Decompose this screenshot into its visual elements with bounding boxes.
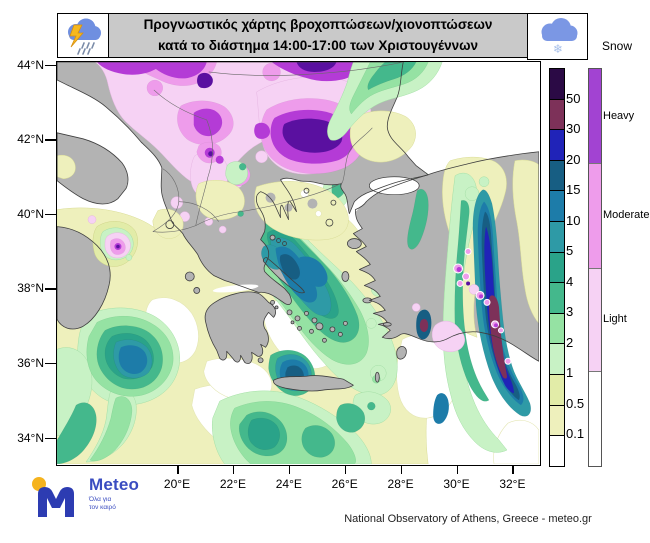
snow-cloud-icon: ❄ <box>527 13 588 60</box>
rain-colorbar-segment <box>550 252 564 284</box>
latitude-tick <box>45 213 56 216</box>
snow-colorbar-segment <box>589 164 601 269</box>
snowflake-glyph: ❄ <box>552 42 562 56</box>
rain-colorbar-segment <box>550 69 564 100</box>
longitude-tick <box>177 466 179 474</box>
map-title: Προγνωστικός χάρτης βροχοπτώσεων/χιονοπτ… <box>109 13 527 58</box>
longitude-tick <box>456 466 458 474</box>
map-svg <box>57 62 539 464</box>
longitude-label: 30°E <box>443 477 470 491</box>
longitude-tick <box>512 466 514 474</box>
longitude-label: 20°E <box>163 477 191 491</box>
longitude-label: 28°E <box>387 477 414 491</box>
longitude-tick <box>288 466 291 474</box>
snow-colorbar <box>588 68 602 467</box>
latitude-label: 36°N <box>17 355 44 370</box>
longitude-label: 22°E <box>219 477 246 491</box>
rain-colorbar-segment <box>550 222 564 253</box>
rain-colorbar-segment <box>550 283 564 314</box>
latitude-tick <box>45 64 56 66</box>
longitude-tick <box>400 466 403 474</box>
longitude-tick <box>344 466 347 474</box>
rain-colorbar-segment <box>550 160 564 192</box>
rain-colorbar-segment <box>550 405 564 437</box>
rain-colorbar-segment <box>550 436 564 466</box>
latitude-tick <box>45 437 56 439</box>
rain-colorbar-segment <box>550 99 564 131</box>
forecast-map <box>56 61 541 466</box>
rain-colorbar-segment <box>550 344 564 376</box>
rain-colorbar-tick-label: 50 <box>566 90 581 106</box>
longitude-label: 26°E <box>331 477 358 491</box>
rain-colorbar-tick-label: 15 <box>566 182 581 198</box>
snow-legend-title: Snow <box>602 39 633 53</box>
rain-colorbar-tick-label: 3 <box>566 304 574 320</box>
rain-colorbar-segment <box>550 130 564 161</box>
latitude-label: 44°N <box>17 57 44 72</box>
rain-colorbar-tick-label: 0.5 <box>566 395 585 411</box>
snow-colorbar-segment <box>589 268 601 372</box>
meteo-tagline-line1: Όλα για <box>89 496 112 503</box>
latitude-label: 40°N <box>17 206 44 221</box>
rain-colorbar-tick-label: 4 <box>566 273 574 289</box>
snow-colorbar-segment <box>589 371 601 466</box>
rain-colorbar-tick-label: 1 <box>566 365 574 381</box>
rain-colorbar-tick-label: 20 <box>566 151 581 167</box>
latitude-label: 38°N <box>17 281 44 296</box>
map-title-line1: Προγνωστικός χάρτης βροχοπτώσεων/χιονοπτ… <box>143 16 493 32</box>
rain-colorbar-tick-label: 30 <box>566 121 581 137</box>
rain-colorbar-segment <box>550 375 564 406</box>
latitude-label: 34°N <box>17 430 44 445</box>
longitude-label: 32°E <box>499 477 526 491</box>
meteo-logo-icon <box>32 477 74 517</box>
snow-intensity-label: Light <box>603 312 627 325</box>
rain-colorbar-tick-label: 0.1 <box>566 426 585 442</box>
rain-colorbar-tick-label: 5 <box>566 243 574 259</box>
storm-cloud-rain-icon <box>57 13 109 58</box>
latitude-tick <box>45 139 56 141</box>
meteo-tagline-line2: τον καιρό <box>89 504 116 512</box>
country-borders <box>152 62 404 233</box>
rain-colorbar-segment <box>550 191 564 223</box>
rain-colorbar-tick-label: 2 <box>566 334 574 350</box>
meteo-logo: Meteo Όλα για τον καιρό <box>30 475 139 519</box>
map-title-line2: κατά το διάστημα 14:00-17:00 των Χριστου… <box>157 37 478 53</box>
snow-colorbar-segment <box>589 69 601 165</box>
land-precipitation-layer <box>57 62 539 453</box>
attribution-text: National Observatory of Athens, Greece -… <box>344 513 592 525</box>
title-bar: Προγνωστικός χάρτης βροχοπτώσεων/χιονοπτ… <box>57 13 588 60</box>
latitude-tick <box>45 288 56 290</box>
latitude-tick <box>45 362 56 365</box>
latitude-label: 42°N <box>17 132 44 147</box>
meteo-logo-name: Meteo <box>89 475 140 494</box>
rain-colorbar-segment <box>550 313 564 345</box>
snow-intensity-label: Moderate <box>603 209 650 221</box>
longitude-label: 24°E <box>275 477 302 491</box>
rain-colorbar <box>549 68 565 467</box>
rain-colorbar-tick-label: 10 <box>566 212 581 228</box>
snow-intensity-label: Heavy <box>603 109 635 122</box>
longitude-tick <box>232 466 235 474</box>
